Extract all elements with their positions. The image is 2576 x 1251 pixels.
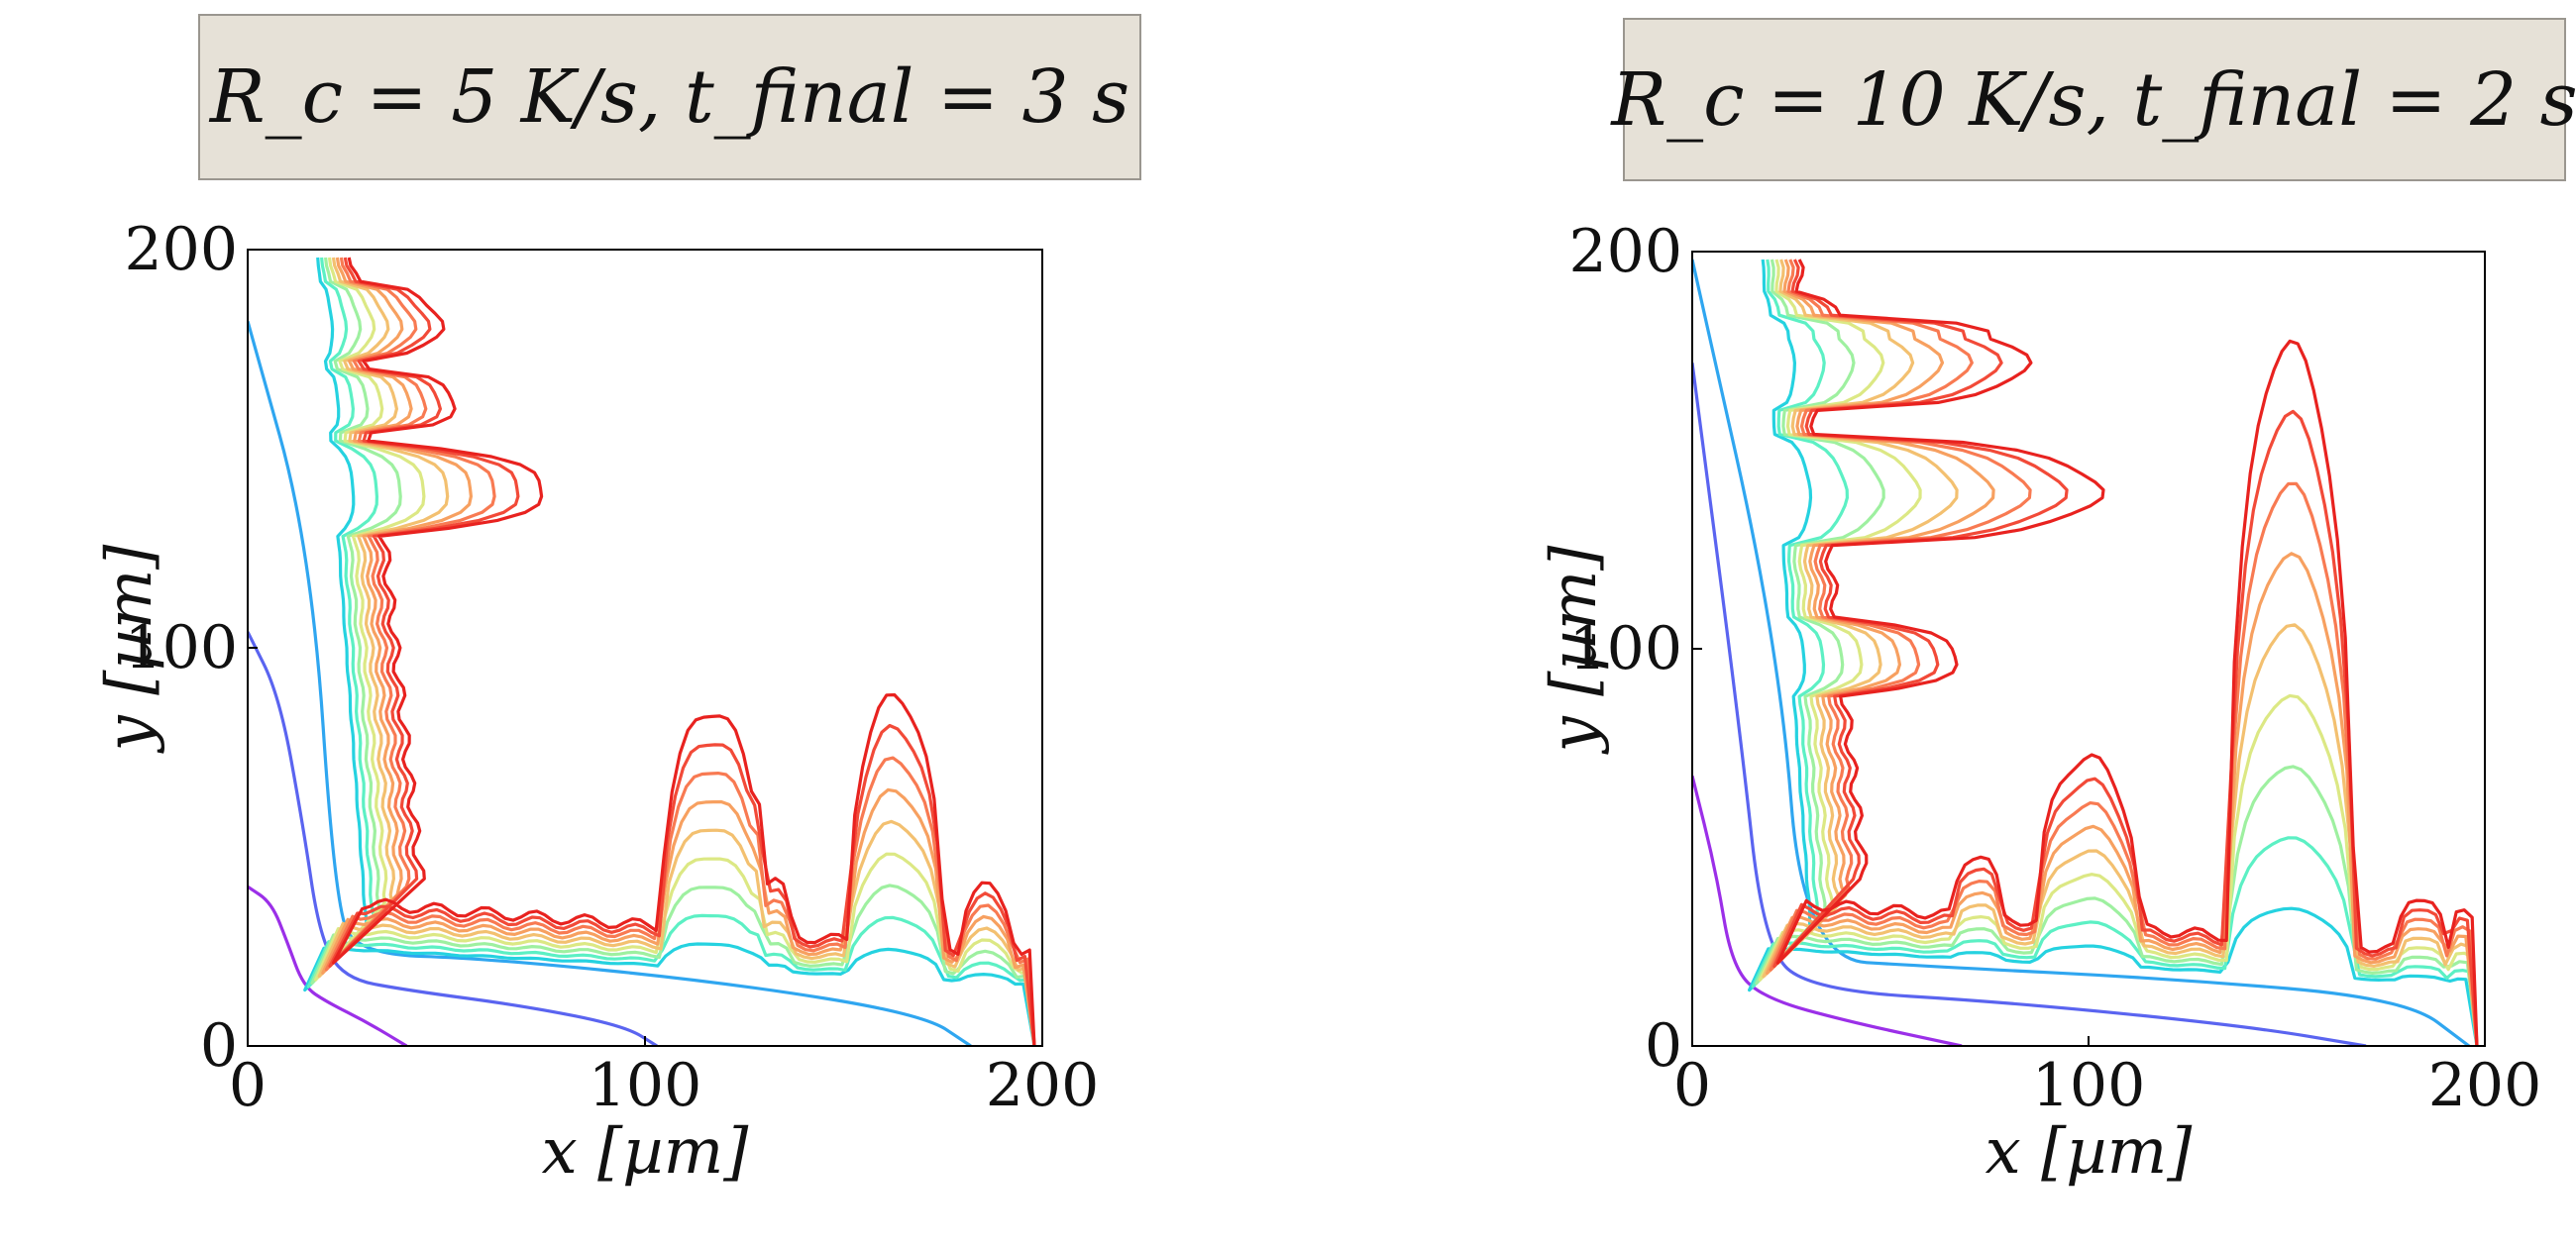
x-tick-label: 100 [2032,1051,2146,1120]
front-contour-6 [1766,259,2479,1046]
y-tick-label: 200 [124,215,238,284]
y-axis-label: y [µm] [93,544,166,755]
right-panel: R_c = 10 K/s, t_final = 2 s 0 0 100 100 200 2… [1288,0,2576,1251]
y-tick-label: 100 [124,613,238,682]
x-tick-label: 0 [229,1051,267,1120]
front-contour-3 [1755,259,2479,1046]
y-tick-label: 0 [200,1011,238,1081]
front-contour-6 [321,257,1036,1046]
y-tick-label: 0 [1645,1011,1682,1081]
chart-title: R_c = 5 K/s, t_final = 3 s [209,54,1130,140]
front-contour-5 [317,257,1036,1046]
x-axis-label: x [µm] [542,1115,750,1189]
x-tick-label: 200 [986,1051,1100,1120]
contour-line-3 [1692,259,2470,1046]
x-axis-label: x [µm] [1986,1115,2194,1189]
chart-title-box: R_c = 5 K/s, t_final = 3 s [198,14,1141,180]
contour-plot-right: 00 100 100 200 200 x [µm] y [µm] [1538,217,2542,1189]
contour-lines [248,257,1036,1046]
chart-title: R_c = 10 K/s, t_final = 2 s [1611,56,2576,143]
contour-line-1 [248,885,408,1046]
contour-plot-left: 00 100 100 200 200 x [µm] y [µm] [93,215,1100,1189]
front-contour-8 [1772,259,2479,1046]
x-tick-label: 200 [2428,1051,2542,1120]
x-tick-label: 100 [589,1051,702,1120]
contour-lines [1692,259,2479,1046]
left-panel: R_c = 5 K/s, t_final = 3 s 0 0 100 100 200 20… [93,14,1141,1189]
front-contour-4 [1758,259,2479,1046]
x-tick-label: 0 [1673,1051,1711,1120]
y-axis-label: y [µm] [1538,545,1611,756]
front-contour-2 [1751,259,2479,1046]
chart-title-box: R_c = 10 K/s, t_final = 2 s [1611,18,2576,181]
front-contour-9 [332,257,1036,1046]
front-contour-5 [1762,259,2479,1046]
front-contour-8 [328,257,1036,1046]
contour-line-1 [1692,775,1963,1046]
contour-line-2 [1692,363,2367,1046]
front-contour-3 [310,257,1036,1046]
front-contour-7 [324,257,1036,1046]
y-tick-label: 200 [1568,217,1682,286]
y-tick-label: 100 [1568,614,1682,683]
front-contour-9 [1775,259,2479,1046]
